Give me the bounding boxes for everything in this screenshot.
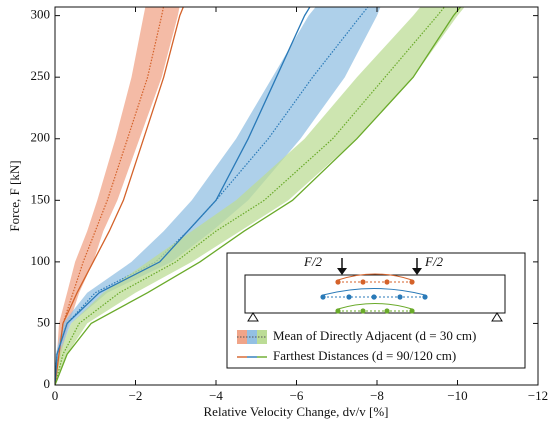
data-line [55, 7, 462, 385]
x-tick-label: −12 [528, 388, 548, 403]
legend-band-swatch [237, 330, 267, 344]
x-axis-label: Relative Velocity Change, dv/v [%] [204, 404, 389, 419]
data-line [55, 7, 311, 385]
x-tick-label: −2 [129, 388, 143, 403]
y-tick-label: 150 [31, 191, 51, 206]
load-label: F/2 [303, 254, 323, 269]
x-tick-label: −4 [209, 388, 223, 403]
supports [247, 312, 503, 322]
y-tick-label: 0 [44, 376, 51, 391]
x-tick-label: −8 [370, 388, 384, 403]
legend: F/2 F/2 Mean of Directly Adjacent (d = 3… [226, 252, 526, 369]
x-tick-label: 0 [52, 388, 59, 403]
plot-area [55, 7, 465, 385]
y-tick-label: 250 [31, 68, 51, 83]
beam [244, 274, 506, 314]
confidence-band [55, 7, 180, 385]
y-tick-label: 300 [31, 7, 51, 22]
sensor-layout [320, 273, 428, 314]
y-tick-label: 50 [37, 314, 50, 329]
confidence-band [55, 7, 465, 385]
x-tick-label: −6 [290, 388, 304, 403]
arrow-heads [337, 268, 422, 275]
load-label: F/2 [424, 254, 444, 269]
legend-label: Mean of Directly Adjacent (d = 30 cm) [273, 328, 476, 343]
y-axis-label: Force, F [kN] [7, 160, 22, 231]
y-tick-label: 200 [31, 130, 51, 145]
x-tick-label: −10 [447, 388, 467, 403]
y-tick-label: 100 [31, 253, 51, 268]
data-line [55, 7, 185, 385]
mean-line [55, 7, 446, 385]
legend-label: Farthest Distances (d = 90/120 cm) [273, 348, 456, 363]
